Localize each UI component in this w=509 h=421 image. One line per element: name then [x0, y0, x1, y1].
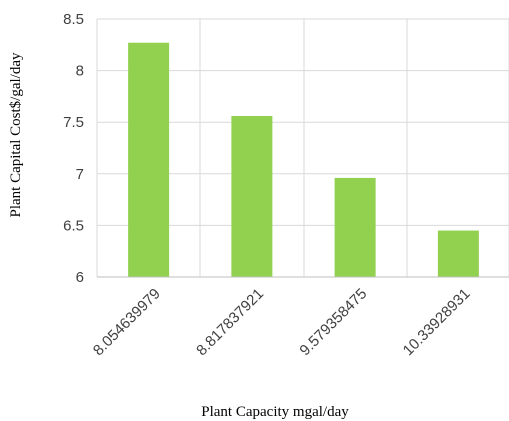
- bar: [437, 230, 479, 277]
- bars: [128, 42, 479, 278]
- y-axis-title: Plant Capital Cost$/gal/day: [8, 52, 24, 217]
- x-axis-title: Plant Capacity mgal/day: [201, 404, 349, 420]
- y-tick-label: 7.5: [63, 114, 84, 131]
- bar: [334, 177, 376, 277]
- x-tick-label: 8.054639979: [90, 285, 164, 359]
- x-tick-label: 9.579358475: [296, 285, 370, 359]
- y-tick-label: 6.5: [63, 217, 84, 234]
- x-tick-label: 8.817837921: [193, 285, 267, 359]
- x-tick-labels: 8.054639979 8.817837921 9.579358475 10.3392…: [90, 285, 474, 359]
- y-tick-label: 8.5: [63, 11, 84, 28]
- x-tick-label: 10.33928931: [400, 285, 474, 359]
- y-tick-label: 6: [76, 269, 84, 286]
- y-tick-label: 7: [76, 166, 84, 183]
- y-tick-labels: 6 6.5 7 7.5 8 8.5: [63, 11, 84, 286]
- bar: [128, 42, 170, 278]
- bar: [231, 116, 273, 278]
- y-tick-label: 8: [76, 63, 84, 80]
